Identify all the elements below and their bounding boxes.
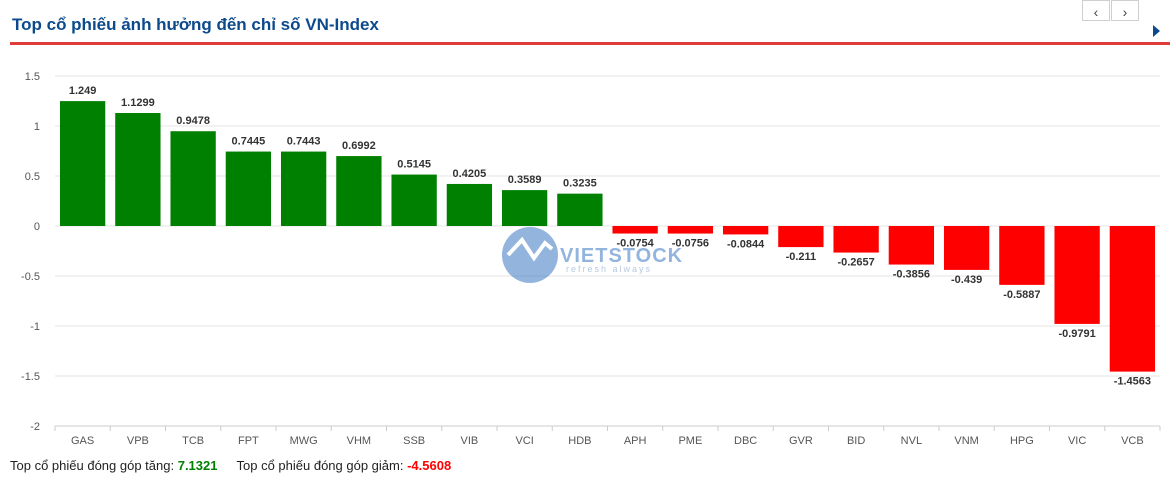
bar-ssb[interactable] — [391, 174, 437, 226]
bar-chart: 1.5 1 0.5 0 -0.5 -1 -1.5 -2 VIETSTOCK refresh a… — [21, 71, 1161, 447]
bar-fpt[interactable] — [225, 151, 272, 226]
x-tick-label: DBC — [734, 435, 757, 447]
x-tick-label: VPB — [127, 435, 149, 447]
x-tick-label: VNM — [954, 435, 978, 447]
data-label: 0.7443 — [287, 136, 321, 148]
x-tick-label: VIC — [1068, 435, 1086, 447]
chart-header: Top cổ phiếu ảnh hưởng đến chỉ số VN-Ind… — [0, 0, 1174, 46]
bar-hpg[interactable] — [999, 226, 1045, 285]
data-label: 1.249 — [69, 85, 97, 97]
data-label: 0.5145 — [397, 159, 431, 171]
bar-vic[interactable] — [1054, 226, 1100, 324]
y-tick-label: -2 — [30, 421, 40, 433]
up-contribution-label: Top cổ phiếu đóng góp tăng: — [10, 458, 175, 473]
data-label: -1.4563 — [1114, 376, 1151, 388]
bar-dbc[interactable] — [722, 226, 769, 235]
x-tick-label: APH — [624, 435, 647, 447]
play-icon[interactable] — [1153, 25, 1160, 37]
bar-vci[interactable] — [501, 190, 548, 226]
data-label: 0.7445 — [232, 136, 266, 148]
watermark-logo: VIETSTOCK refresh always — [502, 227, 683, 283]
x-tick-label: HDB — [568, 435, 591, 447]
y-tick-label: 0 — [34, 221, 40, 233]
x-tick-label: GVR — [789, 435, 813, 447]
data-label: -0.0844 — [727, 238, 765, 250]
bar-vcb[interactable] — [1109, 226, 1156, 372]
x-tick-label: TCB — [182, 435, 204, 447]
up-contribution-value: 7.1321 — [177, 458, 218, 473]
prev-button[interactable]: ‹ — [1082, 0, 1110, 21]
y-tick-label: -1.5 — [21, 371, 40, 383]
x-tick-label: PME — [678, 435, 702, 447]
title-divider — [10, 42, 1170, 45]
x-tick-label: VCB — [1121, 435, 1144, 447]
data-label: -0.5887 — [1003, 289, 1040, 301]
y-tick-label: 1.5 — [25, 71, 40, 83]
y-axis-ticks: 1.5 1 0.5 0 -0.5 -1 -1.5 -2 — [21, 71, 40, 433]
x-tick-label: BID — [847, 435, 865, 447]
data-label: -0.3856 — [893, 269, 930, 281]
y-tick-label: 1 — [34, 121, 40, 133]
bar-nvl[interactable] — [888, 226, 935, 265]
y-tick-label: -1 — [30, 321, 40, 333]
bar-gvr[interactable] — [778, 226, 824, 248]
bar-vhm[interactable] — [336, 156, 382, 226]
data-label: -0.439 — [951, 274, 982, 286]
watermark-tagline: refresh always — [566, 264, 652, 274]
x-tick-label: VCI — [515, 435, 533, 447]
data-label: 0.4205 — [453, 168, 487, 180]
data-label: 0.3589 — [508, 174, 542, 186]
data-label: -0.211 — [786, 251, 817, 263]
next-button[interactable]: › — [1111, 0, 1139, 21]
data-label: -0.0756 — [672, 238, 709, 250]
down-contribution-value: -4.5608 — [407, 458, 452, 473]
bars — [59, 101, 1156, 372]
y-tick-label: -0.5 — [21, 271, 40, 283]
data-label: 1.1299 — [121, 97, 155, 109]
bar-pme[interactable] — [667, 226, 714, 234]
x-tick-label: FPT — [238, 435, 259, 447]
bar-vnm[interactable] — [943, 226, 990, 270]
x-tick-label: GAS — [71, 435, 94, 447]
data-label: -0.0754 — [616, 238, 654, 250]
y-tick-label: 0.5 — [25, 171, 40, 183]
watermark-brand: VIETSTOCK — [560, 245, 683, 267]
chart-title: Top cổ phiếu ảnh hưởng đến chỉ số VN-Ind… — [12, 15, 379, 34]
data-label: 0.3235 — [563, 178, 597, 190]
footer-summary: Top cổ phiếu đóng góp tăng: 7.1321 Top c… — [10, 458, 451, 473]
watermark-swoosh — [506, 236, 554, 262]
bar-mwg[interactable] — [280, 151, 327, 226]
data-labels: 1.249 1.1299 0.9478 0.7445 0.7443 0.6992 0.514… — [69, 85, 1151, 388]
x-tick-label: HPG — [1010, 435, 1034, 447]
bar-vib[interactable] — [446, 183, 493, 226]
x-tick-label: VHM — [347, 435, 371, 447]
bar-bid[interactable] — [833, 226, 879, 253]
bar-hdb[interactable] — [557, 193, 603, 226]
bar-tcb[interactable] — [170, 131, 216, 226]
data-label: -0.9791 — [1058, 328, 1095, 340]
down-contribution-label: Top cổ phiếu đóng góp giảm: — [236, 458, 404, 473]
data-label: -0.2657 — [837, 257, 874, 269]
bar-gas[interactable] — [59, 101, 106, 226]
bar-vpb[interactable] — [115, 113, 161, 226]
x-tick-label: MWG — [290, 435, 318, 447]
data-label: 0.9478 — [176, 115, 210, 127]
x-tick-label: SSB — [403, 435, 425, 447]
x-tick-label: VIB — [461, 435, 479, 447]
bar-aph[interactable] — [612, 226, 658, 234]
data-label: 0.6992 — [342, 140, 376, 152]
x-tick-label: NVL — [901, 435, 922, 447]
x-axis-ticks: GAS VPB TCB FPT MWG VHM SSB VIB VCI HDB APH PME DBC G… — [54, 426, 1161, 447]
